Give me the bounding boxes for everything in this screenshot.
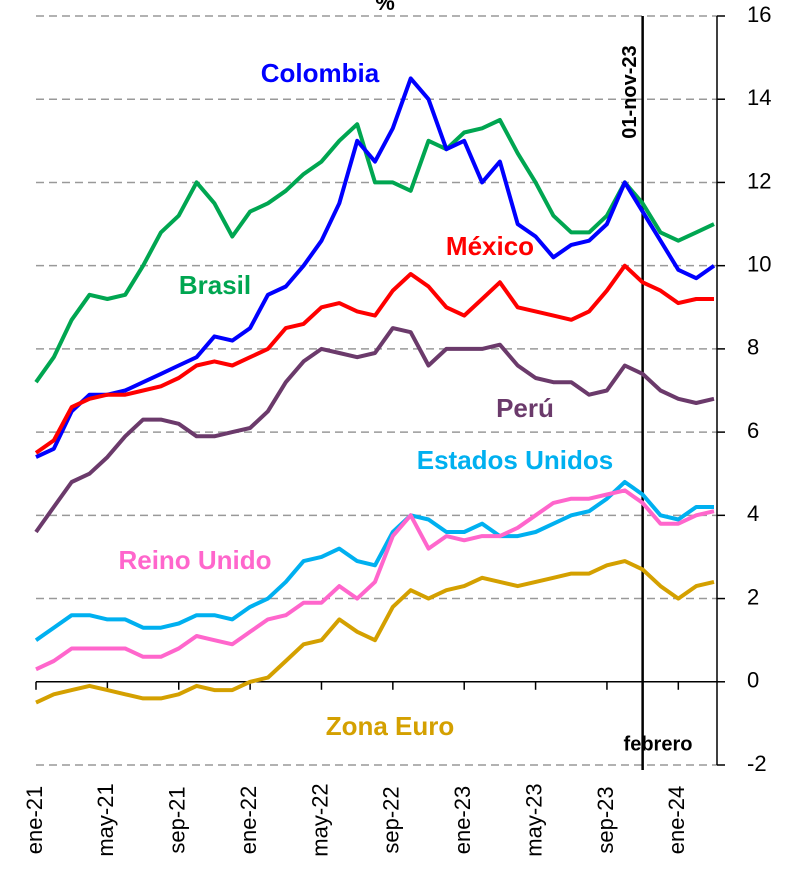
series-line [35,559,715,705]
x-tick-label: sep-22 [379,786,404,853]
y-tick-label: 14 [747,85,771,110]
note: febrero [624,733,693,755]
series-label: Estados Unidos [417,445,613,475]
x-tick-label: sep-21 [165,786,190,853]
series-line [35,488,715,672]
y-tick-label: 12 [747,168,771,193]
series-line [34,118,715,384]
y-tick-label: -2 [747,751,767,776]
series-label: Perú [496,393,554,423]
series-line [35,76,716,459]
series-line [34,480,714,642]
x-tick-label: sep-23 [593,786,618,853]
x-tick-label: ene-21 [22,786,47,855]
y-tick-label: 0 [747,668,759,693]
x-tick-label: ene-23 [450,786,475,855]
x-tick-label: ene-24 [664,786,689,855]
unit-label: % [375,0,395,15]
y-tick-label: 4 [747,501,759,526]
series-label: México [446,231,534,261]
y-tick-label: 10 [747,251,771,276]
series-label: Colombia [261,58,380,88]
marker-label: 01-nov-23 [619,45,641,138]
series-label: Brasil [179,270,251,300]
series-label: Reino Unido [118,545,271,575]
y-tick-label: 2 [747,584,759,609]
y-tick-label: 16 [747,2,771,27]
y-tick-label: 6 [747,418,759,443]
x-tick-label: may-23 [521,783,546,856]
x-tick-label: may-21 [93,783,118,856]
x-tick-label: ene-22 [236,786,261,855]
x-tick-label: may-22 [307,783,332,856]
y-tick-label: 8 [747,335,759,360]
series-line [34,326,715,534]
series-label: Zona Euro [326,711,455,741]
series-line [34,263,714,455]
